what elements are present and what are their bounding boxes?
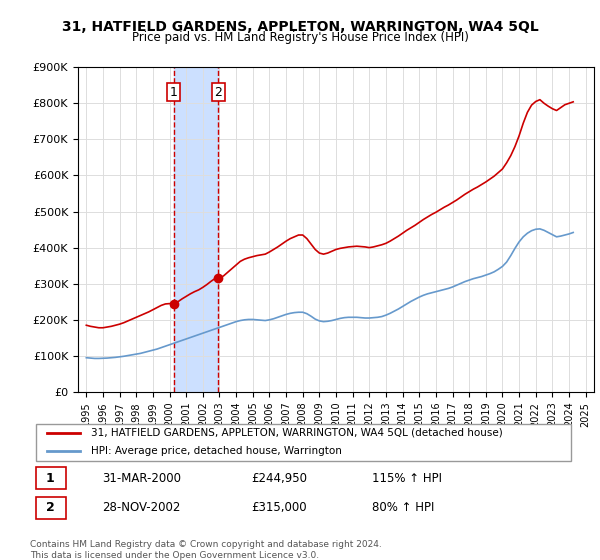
Text: 2: 2 [214, 86, 222, 99]
Text: HPI: Average price, detached house, Warrington: HPI: Average price, detached house, Warr… [91, 446, 341, 456]
Text: 31, HATFIELD GARDENS, APPLETON, WARRINGTON, WA4 5QL: 31, HATFIELD GARDENS, APPLETON, WARRINGT… [62, 20, 538, 34]
FancyBboxPatch shape [35, 467, 66, 489]
Text: 1: 1 [170, 86, 178, 99]
Text: 31, HATFIELD GARDENS, APPLETON, WARRINGTON, WA4 5QL (detached house): 31, HATFIELD GARDENS, APPLETON, WARRINGT… [91, 428, 502, 437]
Text: 2: 2 [46, 501, 55, 515]
Text: Price paid vs. HM Land Registry's House Price Index (HPI): Price paid vs. HM Land Registry's House … [131, 31, 469, 44]
Text: £244,950: £244,950 [251, 472, 307, 485]
Text: 28-NOV-2002: 28-NOV-2002 [102, 501, 180, 515]
Text: £315,000: £315,000 [251, 501, 307, 515]
Text: 80% ↑ HPI: 80% ↑ HPI [372, 501, 434, 515]
FancyBboxPatch shape [35, 424, 571, 461]
Text: 115% ↑ HPI: 115% ↑ HPI [372, 472, 442, 485]
FancyBboxPatch shape [35, 497, 66, 519]
Text: Contains HM Land Registry data © Crown copyright and database right 2024.
This d: Contains HM Land Registry data © Crown c… [30, 540, 382, 560]
Bar [174, 67, 218, 392]
Text: 31-MAR-2000: 31-MAR-2000 [102, 472, 181, 485]
Text: 1: 1 [46, 472, 55, 485]
